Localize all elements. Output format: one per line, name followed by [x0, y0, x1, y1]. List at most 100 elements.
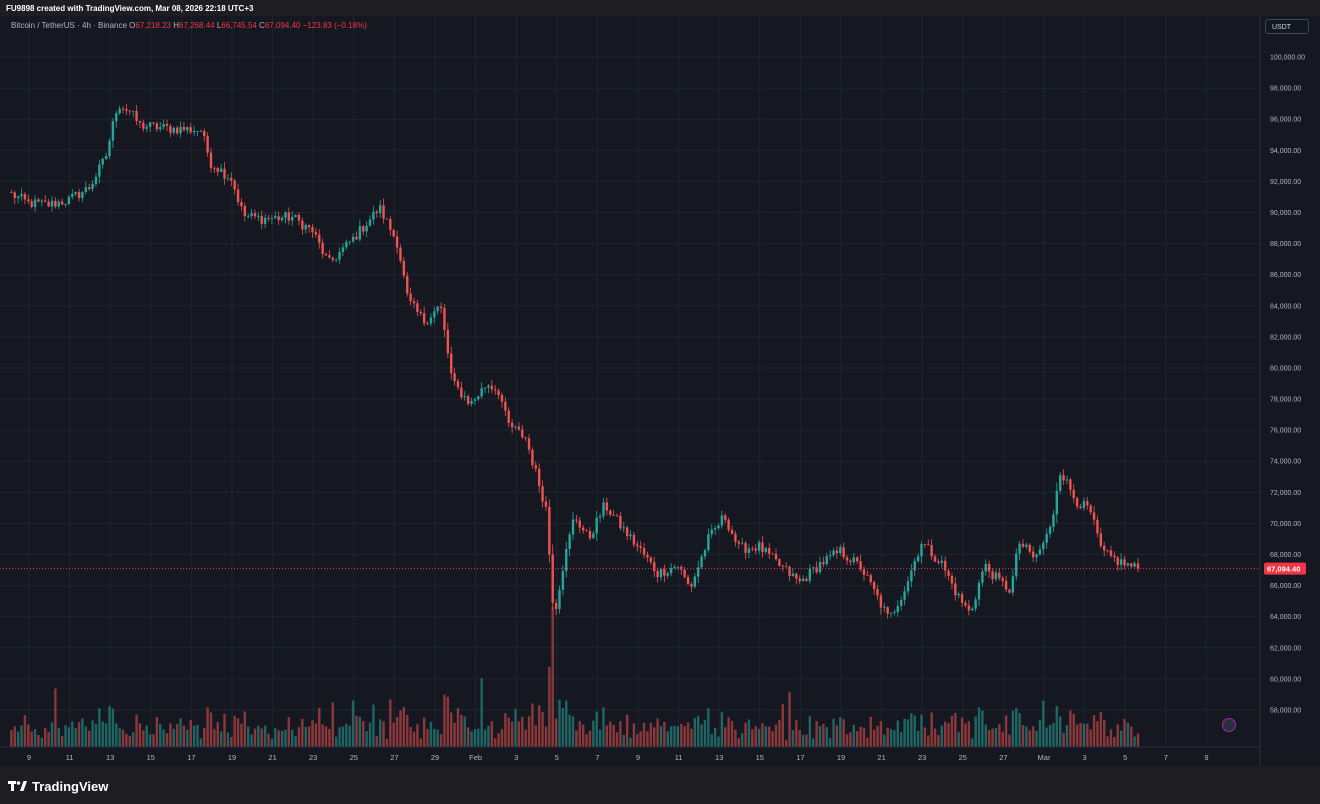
x-tick-label: 15	[756, 753, 764, 762]
candle-body	[159, 127, 162, 130]
candle-body	[856, 557, 859, 562]
time-axis[interactable]: 9 11 13 15 17 19 21 23 25 27 29 Feb 3 5 7 9 11 13 15 17 19 21…	[27, 753, 1209, 762]
candle-body	[832, 550, 835, 556]
candle-body	[409, 293, 412, 302]
volume-bar	[737, 738, 740, 747]
volume-bar	[382, 721, 385, 747]
volume-bar	[998, 723, 1001, 747]
candle-body	[416, 303, 419, 312]
candle-body	[142, 122, 145, 129]
x-tick-label: 17	[796, 753, 804, 762]
volume-bar	[477, 728, 480, 747]
volume-bar	[338, 727, 341, 747]
volume-bar	[334, 736, 338, 747]
volume-bar	[91, 720, 94, 747]
volume-bar	[886, 727, 889, 747]
candle-body	[131, 110, 135, 112]
volume-bar	[331, 702, 334, 747]
candle-body	[862, 569, 866, 575]
candle-body	[977, 582, 981, 600]
candle-body	[906, 581, 910, 592]
candle-body	[879, 595, 883, 608]
candle-body	[426, 323, 429, 325]
candle-body	[676, 566, 680, 568]
volume-bar	[517, 721, 521, 747]
volume-bar	[1130, 726, 1133, 747]
tradingview-logo[interactable]: TradingView	[8, 778, 108, 794]
candle-body	[54, 200, 57, 207]
volume-bar	[1092, 715, 1096, 747]
volume-bar	[44, 727, 47, 747]
candle-body	[724, 515, 727, 520]
volume-bar	[57, 727, 60, 747]
volume-bar	[1028, 730, 1031, 747]
volume-bar	[280, 730, 284, 747]
candle-body	[713, 528, 717, 530]
candle-body	[697, 567, 700, 577]
volume-bar	[727, 717, 730, 747]
candle-body	[372, 211, 375, 220]
candle-body	[1092, 512, 1096, 520]
y-tick-label: 72,000.00	[1270, 490, 1301, 497]
candle-body	[592, 533, 595, 539]
volume-bar	[375, 736, 378, 747]
volume-bar	[791, 730, 795, 747]
volume-bar	[977, 707, 981, 747]
candle-body	[558, 589, 561, 610]
candle-body	[1089, 505, 1092, 513]
volume-bar	[385, 738, 389, 747]
candle-body	[903, 591, 906, 600]
volume-bar	[558, 699, 561, 747]
volume-bar	[805, 734, 808, 747]
candle-body	[213, 167, 216, 169]
volume-bar	[230, 737, 233, 747]
chart-area[interactable]: 100,000.00 98,000.00 96,000.00 94,000.00 92,…	[0, 16, 1320, 766]
volume-bar	[740, 733, 744, 747]
candle-body	[835, 550, 839, 554]
volume-bar	[859, 726, 862, 747]
candle-body	[138, 121, 142, 123]
candle-body	[71, 193, 74, 197]
candle-body	[250, 213, 253, 216]
candle-body	[345, 241, 348, 248]
volume-bar	[889, 729, 893, 747]
currency-button[interactable]: USDT	[1265, 19, 1309, 34]
volume-bar	[588, 730, 592, 747]
candle-body	[219, 168, 223, 172]
volume-bar	[781, 704, 784, 747]
candle-body	[1103, 545, 1106, 551]
candle-body	[301, 220, 304, 230]
candle-body	[1004, 580, 1008, 590]
candle-body	[280, 217, 284, 221]
volume-bar	[1052, 723, 1055, 747]
candle-body	[473, 399, 477, 401]
candle-body	[40, 200, 44, 202]
candle-body	[876, 589, 879, 596]
candle-body	[192, 131, 196, 133]
volume-bar	[304, 726, 307, 747]
candle-body	[933, 556, 937, 562]
chart-settings-icon[interactable]	[1222, 718, 1236, 732]
price-chart[interactable]: 100,000.00 98,000.00 96,000.00 94,000.00 92,…	[0, 16, 1320, 766]
candle-body	[135, 110, 138, 122]
y-tick-label: 76,000.00	[1270, 428, 1301, 435]
symbol-legend[interactable]: Bitcoin / TetherUS · 4h · Binance O67,21…	[11, 20, 367, 32]
candle-body	[764, 548, 768, 553]
candle-body	[872, 582, 876, 590]
volume-bar	[497, 733, 500, 747]
last-price-label: 67,094.40	[1264, 562, 1306, 575]
grid	[0, 16, 1260, 747]
y-tick-label: 78,000.00	[1270, 397, 1301, 404]
candle-body	[439, 306, 443, 309]
candle-body	[805, 578, 808, 581]
volume-bar	[1065, 725, 1069, 747]
volume-bar	[639, 731, 642, 747]
volume-bar	[399, 710, 402, 747]
volume-bar	[862, 727, 866, 747]
volume-bar	[622, 735, 625, 747]
volume-bar	[23, 715, 27, 747]
volume-bar	[798, 730, 801, 747]
price-axis[interactable]: 100,000.00 98,000.00 96,000.00 94,000.00 92,…	[1270, 55, 1305, 715]
candle-body	[1025, 544, 1028, 547]
candle-body	[656, 571, 659, 578]
